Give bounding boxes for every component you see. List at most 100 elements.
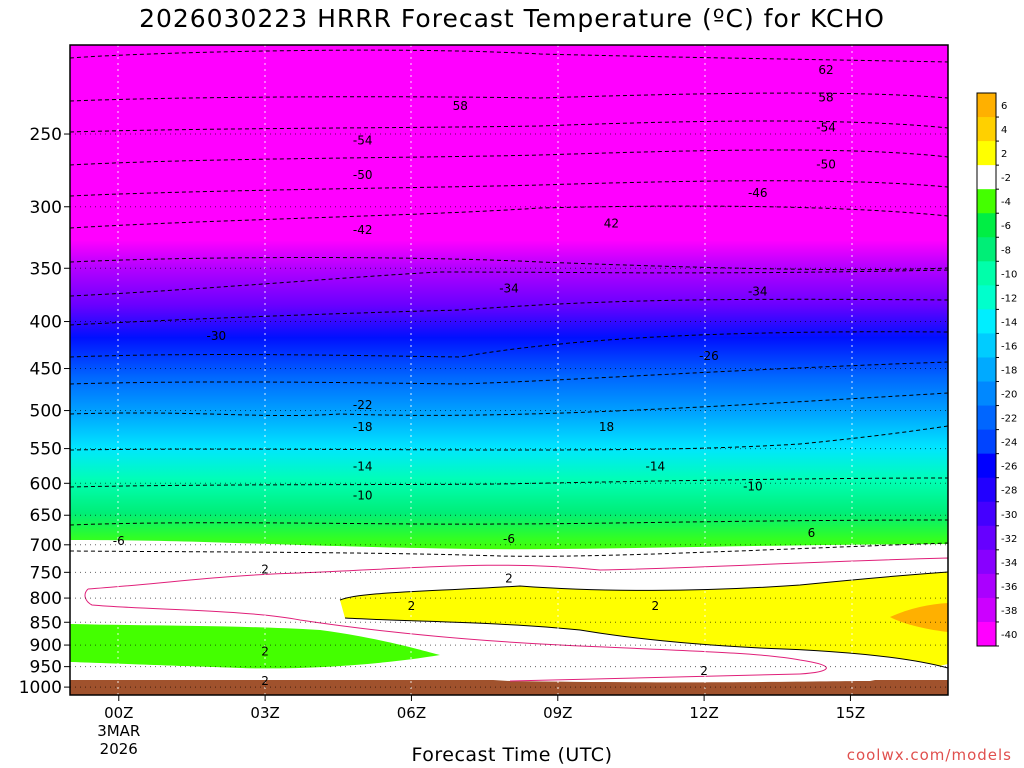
colorbar-label: -36	[1001, 582, 1017, 593]
warm-layer	[340, 572, 948, 668]
y-tick-label: 550	[30, 440, 62, 460]
x-date-label: 2026	[100, 740, 138, 758]
colorbar-label: -14	[1001, 317, 1017, 328]
contour-label: 62	[818, 63, 833, 77]
y-tick-label: 950	[30, 658, 62, 678]
ground-below-surface	[70, 680, 948, 695]
y-tick-label: 500	[30, 402, 62, 422]
y-tick-label: 450	[30, 360, 62, 380]
x-tick-label: 00Z	[104, 704, 133, 722]
colorbar-swatch	[977, 285, 996, 310]
contour-label: 6	[808, 526, 816, 540]
contour-label: 2	[505, 572, 513, 586]
colorbar-swatch	[977, 621, 996, 647]
contour-label: -10	[353, 489, 373, 503]
contour-label: -54	[816, 121, 836, 135]
isotherm-lines	[70, 49, 948, 557]
contour-label: -26	[699, 349, 719, 363]
contour-label: -30	[207, 329, 227, 343]
y-tick-label: 400	[30, 313, 62, 333]
colorbar-label: -10	[1001, 269, 1017, 280]
colorbar-swatch	[977, 357, 996, 383]
contour-label: 42	[604, 217, 619, 231]
colorbar-swatch	[977, 477, 996, 503]
colorbar-swatch	[977, 165, 996, 190]
colorbar-label: -30	[1001, 510, 1017, 521]
colorbar-swatch	[977, 309, 996, 334]
y-tick-label: 650	[30, 506, 62, 526]
colorbar-swatch	[977, 189, 996, 214]
x-tick-label: 15Z	[836, 704, 865, 722]
colorbar-label: -20	[1001, 390, 1017, 401]
colorbar-label: -26	[1001, 462, 1017, 473]
contour-label: 2	[261, 674, 269, 688]
contour-label: 58	[453, 99, 468, 113]
contour-label: -10	[743, 480, 763, 494]
y-tick-label: 600	[30, 474, 62, 494]
contour-label: 2	[261, 645, 269, 659]
colorbar-label: -34	[1001, 558, 1017, 569]
colorbar: 6 4 2 -2 -4 -6 -8 -10 -12 -14 -16 -18 -20 -22 -24 -26 -2…	[976, 92, 1017, 647]
x-tick-label: 06Z	[397, 704, 426, 722]
colorbar-frame	[976, 92, 997, 647]
colorbar-swatch	[977, 117, 996, 142]
contour-label: -50	[816, 158, 836, 172]
reference-contours	[84, 557, 948, 682]
colorbar-label: -6	[1001, 221, 1011, 232]
contour-label: -34	[748, 285, 768, 299]
colorbar-swatch	[977, 549, 996, 575]
colorbar-swatch	[977, 573, 996, 599]
below-freezing-low-layer	[70, 624, 440, 669]
contour-label: -14	[353, 459, 373, 473]
y-tick-label: 1000	[19, 678, 62, 698]
y-tick-label: 300	[30, 198, 62, 218]
colorbar-label: -16	[1001, 341, 1017, 352]
contour-label: 58	[818, 90, 833, 104]
contour-label: 2	[261, 563, 269, 577]
colorbar-swatch	[977, 333, 996, 358]
x-axis-label: Forecast Time (UTC)	[411, 744, 613, 766]
contour-label: -6	[113, 534, 125, 548]
warmest-layer	[890, 603, 948, 632]
y-tick-label: 900	[30, 636, 62, 656]
contour-label: -6	[503, 532, 515, 546]
colorbar-swatch	[977, 525, 996, 551]
colorbar-label: -12	[1001, 293, 1017, 304]
colorbar-swatch	[977, 501, 996, 527]
site-credit[interactable]: coolwx.com/models	[846, 746, 1012, 764]
chart-title: 2026030223 HRRR Forecast Temperature (ºC…	[139, 4, 885, 33]
contour-label: -18	[353, 420, 373, 434]
colorbar-label: -28	[1001, 486, 1017, 497]
y-tick-label: 700	[30, 536, 62, 556]
colorbar-label: -38	[1001, 606, 1017, 617]
contour-label: 2	[652, 599, 660, 613]
contour-label: 2	[408, 599, 416, 613]
colorbar-swatch	[977, 453, 996, 479]
colorbar-swatch	[977, 429, 996, 455]
y-axis: 250 300 350 400 450 500 550 600 650 700 750 800 850 9…	[19, 125, 70, 698]
surface-white-layer	[70, 662, 948, 683]
x-tick-label: 09Z	[543, 704, 572, 722]
contour-label: -34	[499, 281, 519, 295]
contour-label: -46	[748, 186, 768, 200]
vertical-gridlines	[117, 45, 853, 695]
y-tick-label: 350	[30, 259, 62, 279]
y-tick-label: 800	[30, 589, 62, 609]
x-date-label: 3MAR	[97, 722, 140, 740]
contour-label: 2	[700, 664, 708, 678]
colorbar-swatch	[977, 261, 996, 286]
colorbar-label: 2	[1001, 149, 1007, 160]
colorbar-label: -2	[1001, 173, 1011, 184]
colorbar-label: -24	[1001, 438, 1017, 449]
plot-frame	[69, 44, 949, 696]
colorbar-label: 4	[1001, 125, 1007, 136]
colorbar-swatch	[977, 381, 996, 407]
colorbar-label: -32	[1001, 534, 1017, 545]
colorbar-label: 6	[1001, 101, 1007, 112]
colorbar-label: -40	[1001, 630, 1017, 641]
colorbar-swatch	[977, 93, 996, 118]
colorbar-swatch	[977, 597, 996, 623]
